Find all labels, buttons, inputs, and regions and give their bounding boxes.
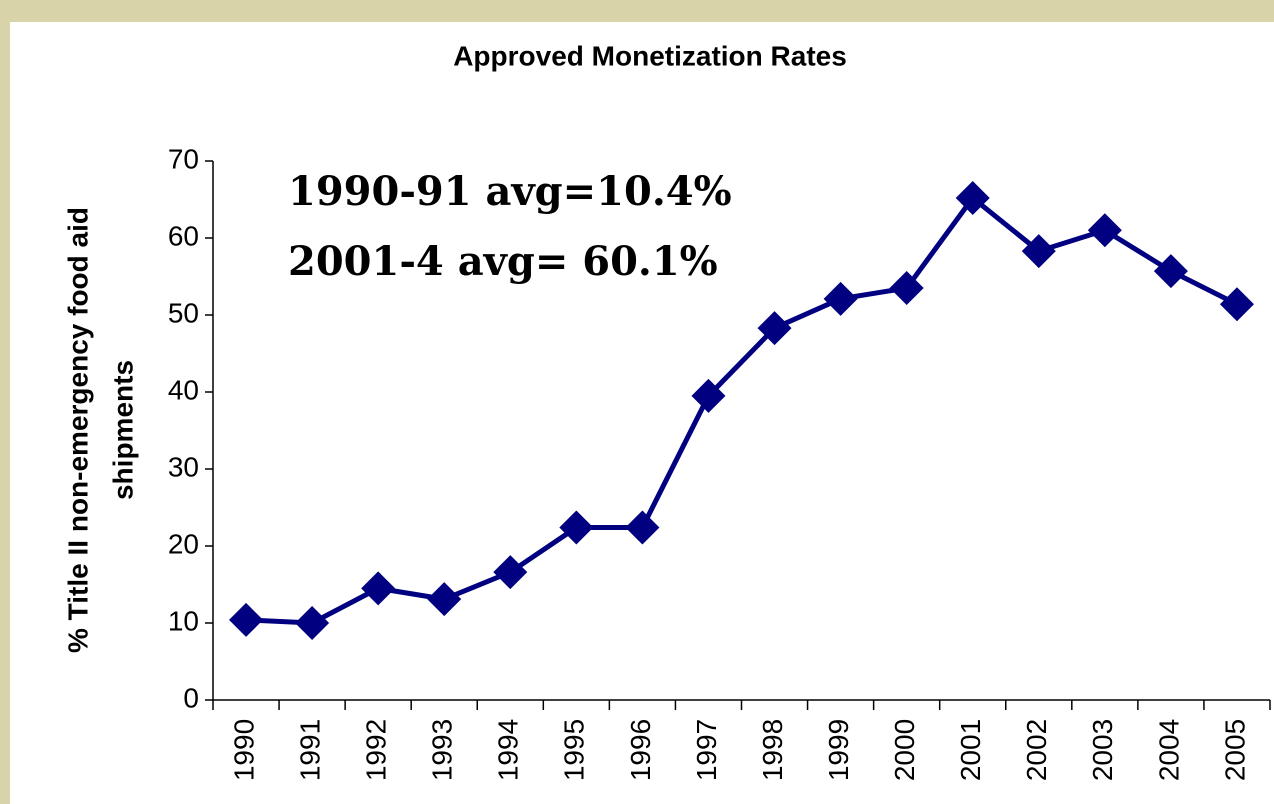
marker	[1087, 213, 1122, 248]
marker	[889, 271, 924, 306]
x-tick-label: 1999	[823, 719, 854, 781]
line	[245, 194, 1239, 626]
y-tick-label: 50	[168, 297, 199, 328]
y-tick-label: 60	[168, 220, 199, 251]
y-axis-label-line: % Title II non-emergency food aid	[62, 207, 93, 653]
x-tick-label: 2005	[1219, 719, 1250, 781]
marker	[955, 180, 990, 215]
y-tick-label: 70	[168, 143, 199, 174]
chart-background	[10, 22, 1274, 804]
x-tick-label: 1997	[691, 719, 722, 781]
y-tick-label: 10	[168, 605, 199, 636]
x-tick-label: 1993	[427, 719, 458, 781]
x-tick-label: 1992	[361, 719, 392, 781]
x-tick-label: 1996	[625, 719, 656, 781]
marker	[1021, 234, 1056, 269]
x-tick-label: 1990	[228, 719, 259, 781]
marker	[1153, 254, 1188, 289]
y-tick-label: 0	[183, 682, 199, 713]
marker	[559, 510, 594, 545]
x-tick-label: 2003	[1087, 719, 1118, 781]
marker	[361, 571, 396, 606]
chart-title: Approved Monetization Rates	[453, 40, 847, 71]
x-tick-label: 1995	[559, 719, 590, 781]
x-tick-label: 2004	[1153, 719, 1184, 781]
marker	[691, 378, 726, 413]
x-tick-label: 2000	[889, 719, 920, 781]
y-axis-label-line: shipments	[107, 360, 138, 500]
x-tick-label: 2001	[955, 719, 986, 781]
marker	[823, 281, 858, 316]
y-axis-label: % Title II non-emergency food aid shipme…	[62, 207, 138, 653]
x-tick-label: 1991	[294, 719, 325, 781]
x-tick-label: 1994	[493, 719, 524, 781]
x-tick-label: 1998	[757, 719, 788, 781]
marker	[1219, 287, 1254, 322]
annotation: 1990-91 avg=10.4%	[288, 168, 732, 215]
marker	[295, 606, 330, 640]
annotation: 2001-4 avg= 60.1%	[288, 238, 718, 285]
marker	[625, 510, 660, 545]
x-tick-label: 2002	[1021, 719, 1052, 781]
marker	[427, 582, 462, 617]
marker	[493, 555, 528, 590]
marker	[757, 311, 792, 346]
y-tick-label: 20	[168, 528, 199, 559]
y-tick-label: 30	[168, 451, 199, 482]
marker	[229, 602, 264, 637]
y-tick-label: 40	[168, 374, 199, 405]
